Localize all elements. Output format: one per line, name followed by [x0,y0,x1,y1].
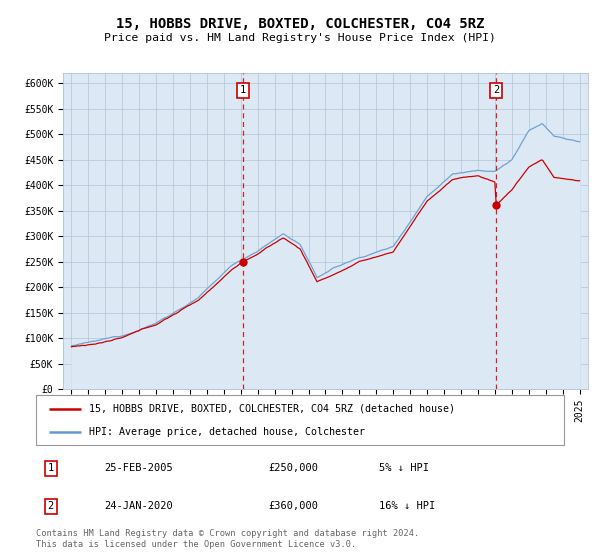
FancyBboxPatch shape [36,395,564,445]
Text: £250,000: £250,000 [268,463,319,473]
Text: 25-FEB-2005: 25-FEB-2005 [104,463,173,473]
Text: 5% ↓ HPI: 5% ↓ HPI [379,463,429,473]
Text: 15, HOBBS DRIVE, BOXTED, COLCHESTER, CO4 5RZ: 15, HOBBS DRIVE, BOXTED, COLCHESTER, CO4… [116,16,484,30]
Text: Price paid vs. HM Land Registry's House Price Index (HPI): Price paid vs. HM Land Registry's House … [104,33,496,43]
Text: 1: 1 [240,85,246,95]
Text: 1: 1 [47,463,54,473]
Text: 16% ↓ HPI: 16% ↓ HPI [379,501,436,511]
Text: 24-JAN-2020: 24-JAN-2020 [104,501,173,511]
Text: 15, HOBBS DRIVE, BOXTED, COLCHESTER, CO4 5RZ (detached house): 15, HOBBS DRIVE, BOXTED, COLCHESTER, CO4… [89,404,455,414]
Text: Contains HM Land Registry data © Crown copyright and database right 2024.
This d: Contains HM Land Registry data © Crown c… [36,529,419,549]
Text: 2: 2 [47,501,54,511]
Text: 2: 2 [493,85,499,95]
Text: HPI: Average price, detached house, Colchester: HPI: Average price, detached house, Colc… [89,427,365,437]
Text: £360,000: £360,000 [268,501,319,511]
